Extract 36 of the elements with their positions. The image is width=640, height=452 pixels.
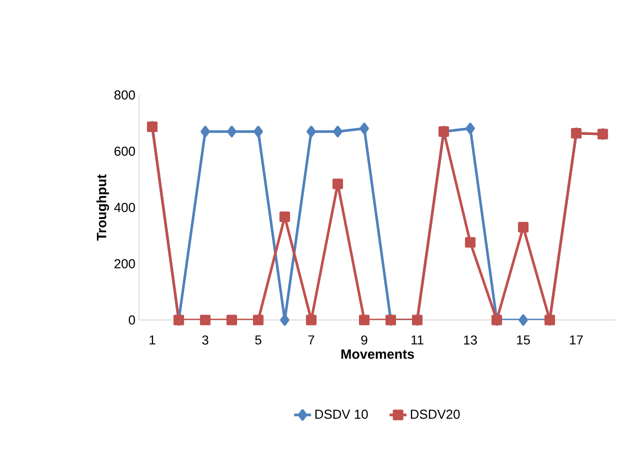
point xyxy=(518,314,528,326)
x-tick-label: 13 xyxy=(464,335,477,345)
point xyxy=(360,122,369,134)
point xyxy=(466,122,475,134)
point xyxy=(358,314,370,326)
point xyxy=(306,314,317,326)
x-tick-label: 5 xyxy=(255,335,262,344)
point xyxy=(254,126,263,138)
point xyxy=(464,237,476,248)
legend-label: DSDV 10 xyxy=(315,410,368,419)
x-tick-label: 1 xyxy=(150,335,156,344)
y-tick-label: 400 xyxy=(114,202,135,212)
y-tick-label: 800 xyxy=(114,90,135,100)
y-tick-label: 0 xyxy=(128,315,135,325)
x-tick-label: 7 xyxy=(308,335,314,344)
point xyxy=(226,314,238,326)
y-tick-label: 200 xyxy=(114,259,135,268)
point xyxy=(280,314,290,326)
point xyxy=(279,211,290,222)
y-axis-title: Troughput xyxy=(96,174,110,241)
x-tick-label: 17 xyxy=(570,335,583,344)
legend-label: DSDV20 xyxy=(410,410,460,419)
y-tick-label: 600 xyxy=(114,146,135,156)
x-tick-label: 9 xyxy=(361,335,368,345)
point xyxy=(200,314,211,326)
point xyxy=(200,126,210,138)
point xyxy=(227,126,236,138)
point xyxy=(333,126,342,138)
point xyxy=(252,314,264,326)
x-tick-label: 11 xyxy=(412,335,424,344)
x-tick-label: 3 xyxy=(202,335,208,345)
point xyxy=(306,126,316,138)
point xyxy=(518,222,529,232)
point xyxy=(332,178,344,190)
x-axis-title: Movements xyxy=(341,349,414,359)
x-tick-label: 15 xyxy=(517,335,530,344)
